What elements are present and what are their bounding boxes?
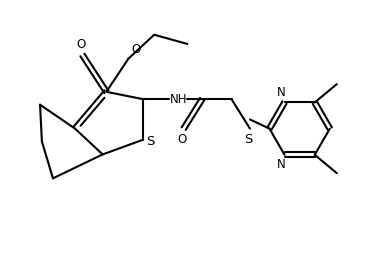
Text: N: N: [277, 159, 286, 171]
Text: NH: NH: [170, 93, 187, 106]
Text: O: O: [131, 43, 141, 56]
Text: S: S: [146, 135, 154, 148]
Text: O: O: [76, 38, 85, 51]
Text: N: N: [277, 86, 286, 99]
Text: O: O: [177, 133, 187, 146]
Text: S: S: [244, 133, 252, 146]
